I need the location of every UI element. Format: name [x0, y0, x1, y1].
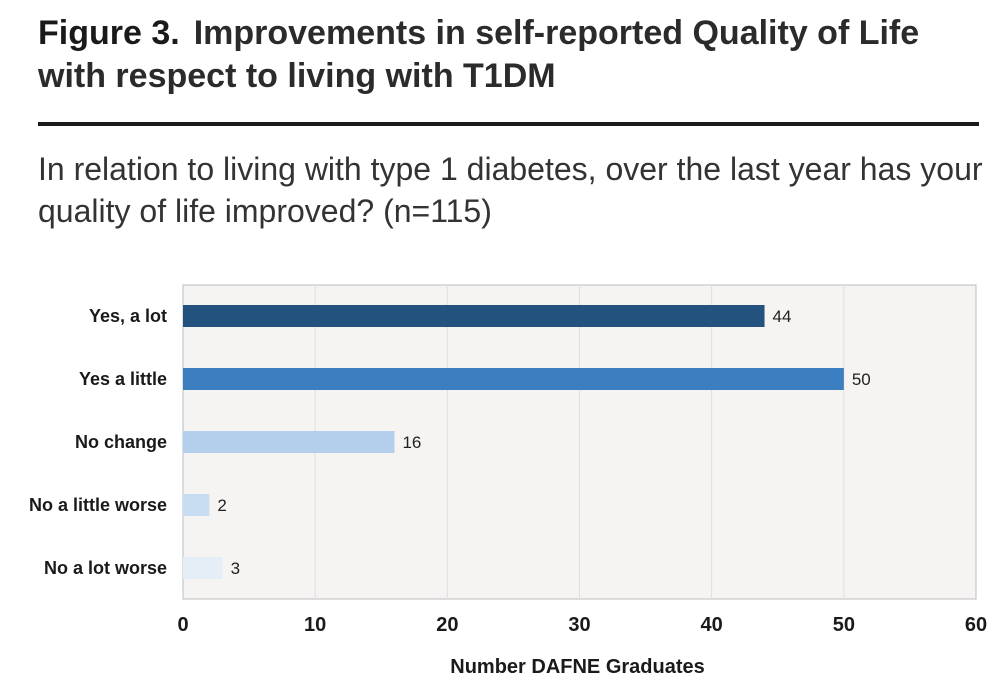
bar-4: [183, 557, 223, 579]
bar-0: [183, 305, 765, 327]
x-tick-label: 50: [833, 614, 855, 636]
chart-question: In relation to living with type 1 diabet…: [38, 151, 983, 229]
data-label: 16: [402, 433, 421, 452]
x-tick-label: 40: [701, 614, 723, 636]
category-label: No a lot worse: [44, 558, 167, 578]
data-label: 2: [217, 496, 226, 515]
figure-label: Figure 3.: [38, 14, 180, 52]
bar-2: [183, 431, 395, 453]
figure-caption: Improvements in self-reported Quality of…: [38, 14, 920, 95]
x-tick-label: 30: [568, 614, 590, 636]
x-axis-title: Number DAFNE Graduates: [450, 656, 705, 678]
category-label: No a little worse: [29, 495, 167, 515]
x-tick-label: 20: [436, 614, 458, 636]
data-label: 44: [773, 307, 792, 326]
category-label: No change: [75, 432, 167, 452]
title-divider: [38, 122, 979, 126]
category-label: Yes, a lot: [89, 306, 167, 326]
bar-1: [183, 368, 844, 390]
data-label: 3: [231, 559, 240, 578]
data-label: 50: [852, 370, 871, 389]
x-tick-label: 0: [177, 614, 188, 636]
x-tick-label: 60: [965, 614, 987, 636]
bar-3: [183, 494, 210, 516]
x-tick-label: 10: [304, 614, 326, 636]
figure-title: Figure 3. Improvements in self-reported Q…: [38, 12, 988, 98]
category-label: Yes a little: [79, 369, 167, 389]
